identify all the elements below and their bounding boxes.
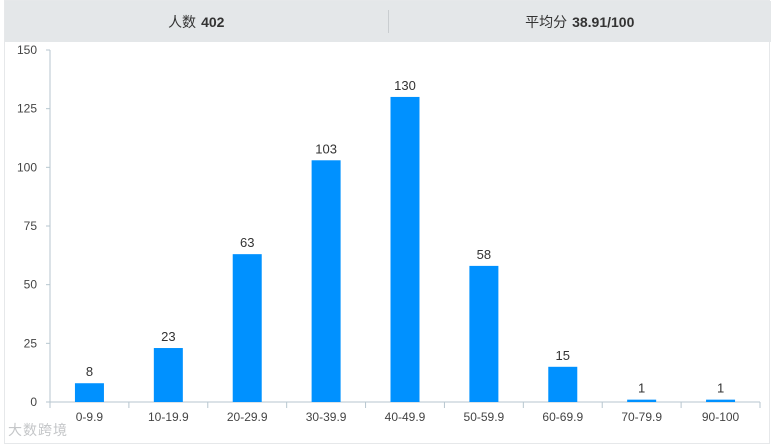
x-tick-label: 70-79.9 [621,410,662,424]
x-tick-label: 10-19.9 [148,410,189,424]
bar-value-label: 103 [315,141,337,156]
bar-50-59.9 [469,265,499,402]
bar-40-49.9 [390,96,420,402]
bar-value-label: 130 [394,78,416,93]
bar-20-29.9 [232,254,262,402]
y-tick-label: 0 [30,395,37,409]
y-tick-label: 75 [24,219,38,233]
bar-10-19.9 [153,348,183,402]
x-axis: 0-9.9 10-19.9 20-29.9 30-39.9 40-49.9 50-59.9… [49,401,761,424]
x-tick-label: 60-69.9 [542,410,583,424]
stats-header: 人数 402 平均分 38.91/100 [5,1,771,42]
x-tick-label: 40-49.9 [385,410,426,424]
y-tick-label: 25 [24,336,38,350]
watermark-logo: 大数跨境 [8,422,68,438]
participant-count-label: 人数 [168,13,197,30]
bar-value-label: 63 [240,235,254,250]
bar-70-79.9 [627,399,657,402]
x-tick-label: 90-100 [702,410,740,424]
y-axis: 0 25 50 75 100 125 150 [17,43,51,409]
bar-value-label: 15 [556,348,570,363]
bar-labels: 8 23 63 103 130 58 15 1 1 [86,78,724,396]
bar-value-label: 8 [86,364,93,379]
bar-0-9.9 [74,383,104,402]
average-score-value: 38.91/100 [572,13,635,30]
y-tick-label: 100 [17,160,37,174]
bar-value-label: 58 [477,247,491,262]
bar-60-69.9 [548,366,578,402]
average-score-stat: 平均分 38.91/100 [389,1,772,42]
x-tick-label: 30-39.9 [306,410,347,424]
bar-30-39.9 [311,160,341,402]
y-tick-label: 150 [17,43,37,57]
bar-value-label: 23 [161,329,175,344]
y-tick-label: 50 [24,278,38,292]
stats-divider [387,10,389,33]
bar-90-100 [706,399,736,402]
bar-value-label: 1 [638,381,645,396]
y-tick-label: 125 [17,102,37,116]
average-score-label: 平均分 [525,13,568,30]
bars [74,96,736,402]
bar-value-label: 1 [717,381,724,396]
x-tick-label: 0-9.9 [76,410,104,424]
x-tick-label: 20-29.9 [227,410,268,424]
participant-count-stat: 人数 402 [5,1,388,42]
participant-count-value: 402 [201,13,225,30]
x-tick-label: 50-59.9 [464,410,505,424]
score-distribution-card: 人数 402 平均分 38.91/100 [4,0,771,444]
